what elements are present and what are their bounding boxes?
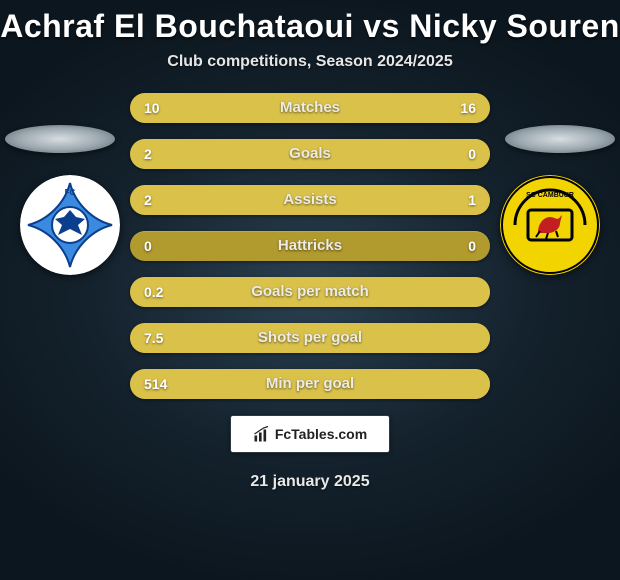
stat-row: 7.5Shots per goal: [130, 323, 490, 353]
chart-icon: [253, 425, 271, 443]
page-title: Achraf El Bouchataoui vs Nicky Souren: [0, 8, 620, 45]
club-badge-right: SC CAMBUUR: [500, 175, 600, 275]
stat-row: 20Goals: [130, 139, 490, 169]
svg-text:SC CAMBUUR: SC CAMBUUR: [526, 192, 574, 199]
stat-row: 00Hattricks: [130, 231, 490, 261]
stat-row: 1016Matches: [130, 93, 490, 123]
brand-logo: FcTables.com: [230, 415, 390, 453]
stat-label: Goals per match: [130, 277, 490, 307]
stat-label: Hattricks: [130, 231, 490, 261]
spotlight-left: [5, 125, 115, 153]
stat-label: Matches: [130, 93, 490, 123]
stat-label: Assists: [130, 185, 490, 215]
stat-row: 0.2Goals per match: [130, 277, 490, 307]
stats-bars: 1016Matches 20Goals 21Assists 00Hattricks 0.…: [130, 93, 490, 399]
brand-text: FcTables.com: [275, 426, 367, 442]
svg-text:FC: FC: [65, 188, 76, 197]
stat-row: 514Min per goal: [130, 369, 490, 399]
stat-label: Goals: [130, 139, 490, 169]
club-badge-left: FC: [20, 175, 120, 275]
spotlight-right: [505, 125, 615, 153]
stat-label: Shots per goal: [130, 323, 490, 353]
date-label: 21 january 2025: [0, 473, 620, 491]
stat-label: Min per goal: [130, 369, 490, 399]
stat-row: 21Assists: [130, 185, 490, 215]
subtitle: Club competitions, Season 2024/2025: [0, 53, 620, 71]
